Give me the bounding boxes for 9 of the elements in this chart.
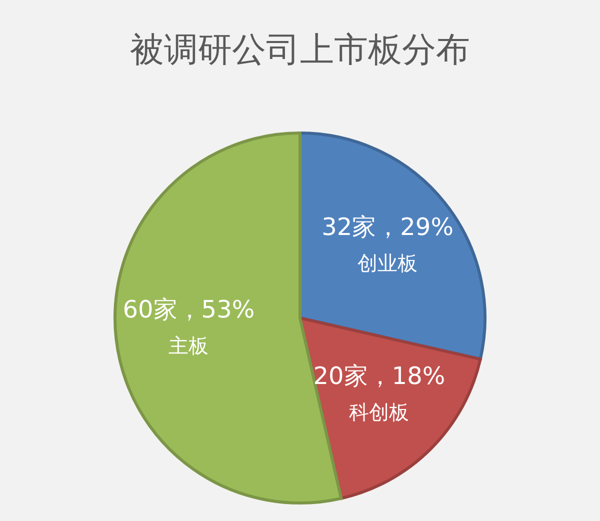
data-label: 20家，18% [313,362,446,390]
slice-label: 主板 [168,334,209,358]
chart-title: 被调研公司上市板分布 [130,30,470,70]
data-label: 60家，53% [122,296,255,324]
pie-slice [298,132,486,361]
slice-label: 创业板 [358,251,418,276]
pie-slice [298,316,482,500]
data-label: 32家，29% [322,213,454,242]
slice-label: 科创板 [349,400,410,424]
